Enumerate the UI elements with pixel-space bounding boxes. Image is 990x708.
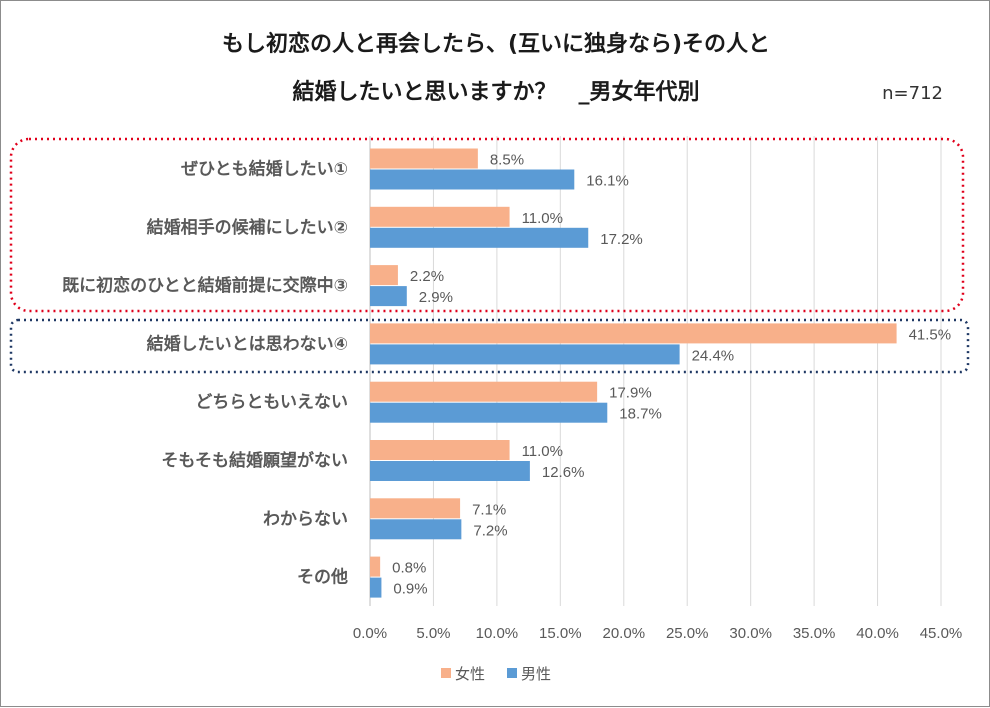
female-bar	[370, 381, 598, 402]
x-tick-label: 0.0%	[353, 625, 387, 642]
female-bar	[370, 265, 398, 286]
female-bar	[370, 498, 461, 519]
male-value-label: 16.1%	[586, 173, 629, 190]
female-value-label: 2.2%	[410, 268, 444, 285]
female-bar	[370, 440, 510, 460]
x-tick-label: 45.0%	[920, 625, 963, 642]
female-value-label: 7.1%	[472, 501, 506, 518]
male-value-label: 7.2%	[473, 522, 507, 539]
male-value-label: 17.2%	[600, 231, 643, 248]
sample-size: n=712	[882, 83, 943, 104]
male-bar	[370, 344, 680, 365]
female-bar	[370, 148, 478, 169]
legend-label-male: 男性	[521, 665, 551, 683]
male-bar	[370, 577, 382, 598]
male-bar	[370, 169, 575, 190]
male-value-label: 2.9%	[419, 289, 453, 306]
male-value-label: 0.9%	[393, 581, 427, 598]
female-value-label: 11.0%	[522, 210, 563, 227]
highlight-box-red	[9, 137, 965, 313]
category-label: 結婚相手の候補にしたい②	[147, 217, 348, 238]
male-value-label: 24.4%	[692, 347, 735, 364]
x-tick-label: 20.0%	[603, 625, 646, 642]
male-value-label: 12.6%	[542, 464, 585, 481]
category-label: 既に初恋のひとと結婚前提に交際中③	[62, 275, 348, 296]
x-tick-label: 35.0%	[793, 625, 836, 642]
category-label: その他	[297, 567, 348, 588]
female-value-label: 8.5%	[490, 152, 524, 169]
x-tick-label: 25.0%	[666, 625, 709, 642]
legend-label-female: 女性	[455, 665, 485, 683]
male-bar	[370, 227, 589, 248]
x-tick-label: 40.0%	[856, 625, 899, 642]
female-bar	[370, 206, 510, 227]
male-bar	[370, 519, 462, 540]
category-label: そもそも結婚願望がない	[161, 450, 348, 471]
x-tick-label: 15.0%	[539, 625, 582, 642]
category-label: 結婚したいとは思わない④	[147, 333, 348, 354]
male-value-label: 18.7%	[619, 406, 662, 423]
female-value-label: 0.8%	[392, 560, 426, 577]
legend-swatch-male	[507, 668, 517, 678]
female-bar	[370, 323, 897, 344]
x-tick-label: 10.0%	[476, 625, 519, 642]
chart-title-line2: 結婚したいと思いますか？ _男女年代別	[292, 79, 699, 105]
category-label: わからない	[263, 509, 348, 529]
x-tick-label: 30.0%	[729, 625, 772, 642]
category-label: ぜひとも結婚したい①	[181, 159, 348, 180]
male-bar	[370, 461, 530, 481]
female-value-label: 11.0%	[522, 443, 563, 460]
male-bar	[370, 402, 608, 423]
female-value-label: 41.5%	[909, 326, 952, 343]
highlight-box-navy	[9, 318, 970, 374]
category-label: どちらともいえない	[195, 393, 348, 413]
x-tick-label: 5.0%	[416, 625, 450, 642]
chart-title-line1: もし初恋の人と再会したら、(互いに独身なら)その人と	[222, 31, 770, 57]
female-value-label: 17.9%	[609, 385, 652, 402]
legend-swatch-female	[441, 668, 451, 678]
female-bar	[370, 556, 381, 577]
male-bar	[370, 286, 407, 307]
